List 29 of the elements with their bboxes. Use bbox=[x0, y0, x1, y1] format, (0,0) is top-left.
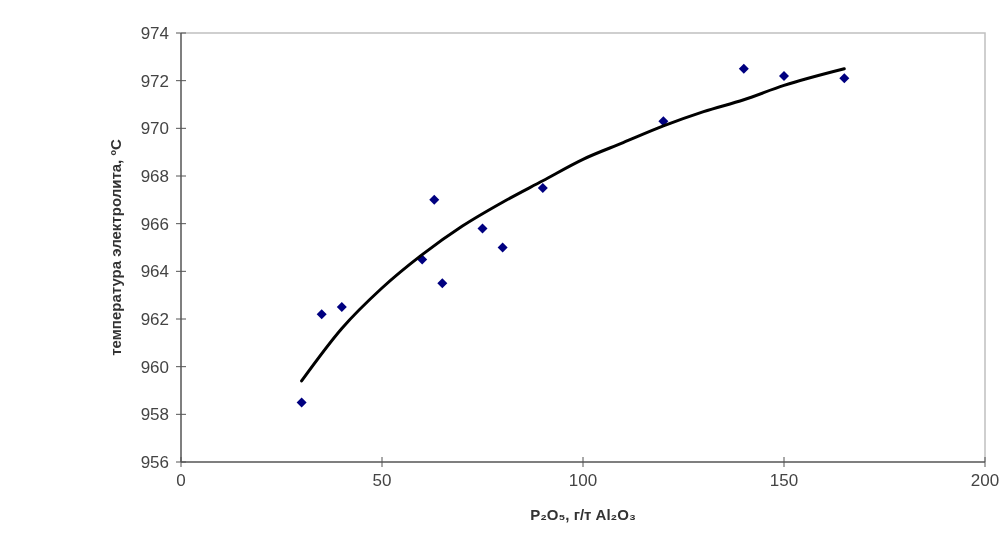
point bbox=[296, 397, 307, 408]
x-tick-label: 100 bbox=[568, 471, 598, 490]
point bbox=[336, 302, 347, 313]
y-tick-label: 966 bbox=[140, 214, 169, 234]
y-tick-label: 958 bbox=[140, 405, 169, 425]
y-tick-label: 960 bbox=[140, 357, 169, 377]
y-tick-label: 962 bbox=[140, 309, 169, 329]
point bbox=[316, 309, 327, 320]
x-tick-label: 0 bbox=[176, 471, 186, 490]
x-tick-label: 150 bbox=[769, 471, 799, 490]
y-axis-title: температура электролита, ºC bbox=[107, 139, 124, 356]
y-tick-label: 956 bbox=[140, 452, 169, 472]
y-tick-label: 964 bbox=[140, 262, 169, 282]
point bbox=[497, 242, 508, 253]
point bbox=[437, 278, 448, 289]
point bbox=[537, 182, 548, 193]
x-tick-label: 50 bbox=[372, 471, 392, 490]
x-axis-title: P₂O₅, г/т Al₂O₃ bbox=[530, 506, 636, 523]
y-tick-label: 970 bbox=[140, 119, 169, 139]
point bbox=[477, 223, 488, 234]
point bbox=[738, 63, 749, 74]
y-tick-label: 974 bbox=[140, 23, 169, 43]
y-tick-label: 968 bbox=[140, 166, 169, 186]
point bbox=[839, 73, 850, 84]
point bbox=[429, 194, 440, 205]
line-series bbox=[300, 67, 846, 383]
point bbox=[779, 70, 789, 81]
y-tick-label: 972 bbox=[140, 71, 169, 91]
x-tick-label: 200 bbox=[970, 471, 1000, 490]
